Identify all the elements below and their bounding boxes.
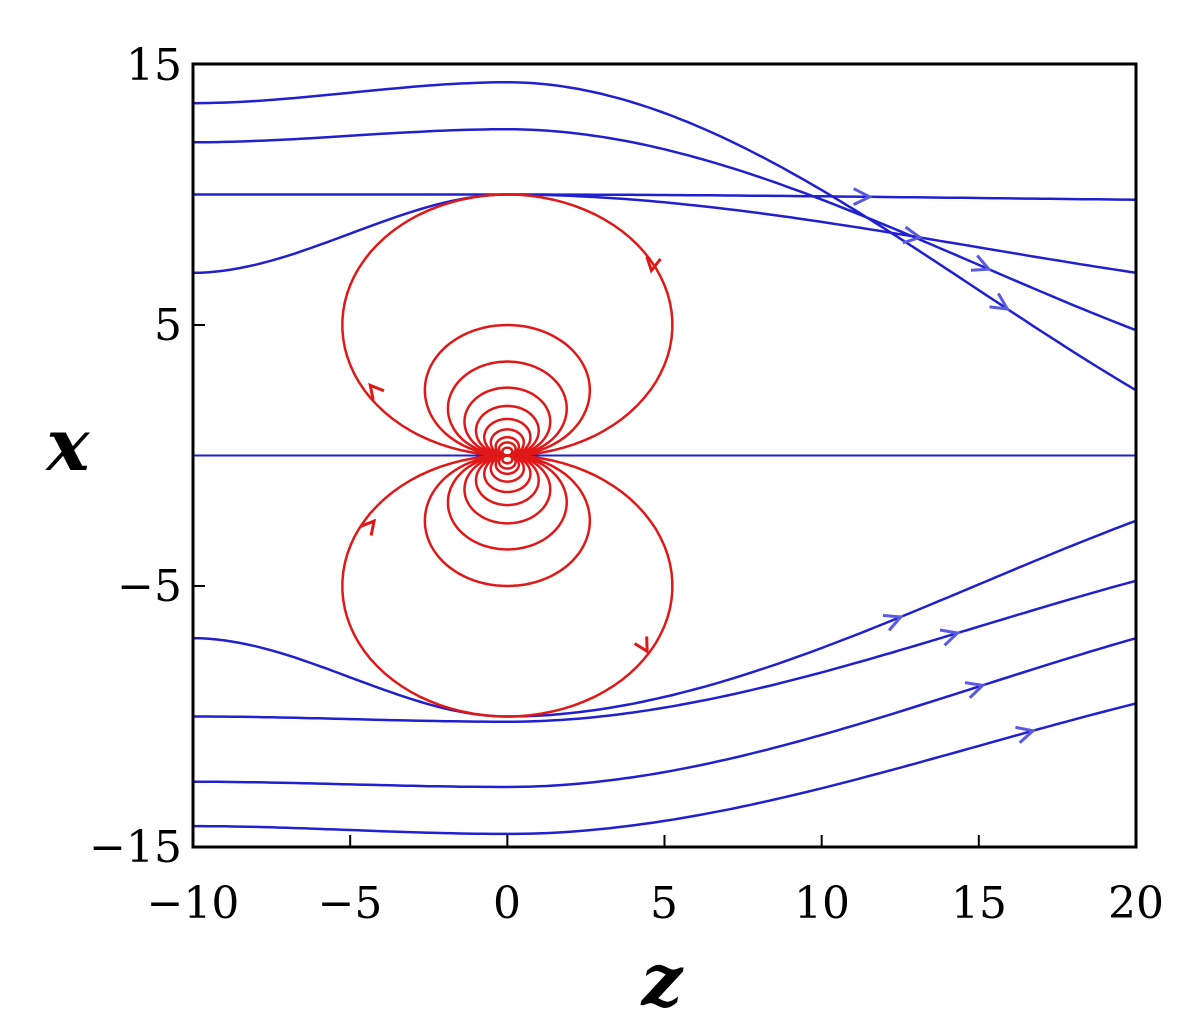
streamline <box>193 702 1136 836</box>
flow-arrow-head <box>970 254 992 272</box>
y-tick-label: −15 <box>89 822 182 873</box>
x-tick-label: −5 <box>318 878 383 929</box>
x-tick-label: 10 <box>794 878 850 929</box>
streamline <box>193 579 1136 723</box>
loop-arrow <box>368 382 385 401</box>
flow-arrow-head <box>989 292 1011 311</box>
x-axis-label: z <box>640 937 685 1022</box>
axis-ticks <box>192 63 1137 848</box>
inner-loops-layer <box>341 193 674 718</box>
streamline <box>193 636 1136 789</box>
streamline <box>193 128 1136 332</box>
y-tick-label: 15 <box>126 40 182 91</box>
y-tick-labels: −15 −5 5 15 <box>89 40 182 873</box>
flow-arrow-head <box>1015 725 1037 744</box>
streamline <box>193 193 1136 275</box>
flow-arrow <box>970 254 992 272</box>
flow-arrows-layer <box>359 187 1037 744</box>
flow-arrow <box>989 292 1011 311</box>
flow-arrow-head <box>882 614 904 632</box>
x-tick-label: 0 <box>493 878 521 929</box>
y-axis-label: x <box>45 402 91 487</box>
flow-arrow <box>939 628 961 647</box>
y-tick-label: 5 <box>154 300 182 351</box>
loop-arrow-head <box>359 518 377 536</box>
streamline <box>193 81 1136 392</box>
x-tick-label: −10 <box>147 878 240 929</box>
flow-arrow-head <box>852 187 874 207</box>
loop-arrow-head <box>368 382 385 401</box>
flow-arrow <box>852 187 874 207</box>
flow-arrow-head <box>902 225 924 245</box>
streamlines-layer <box>193 81 1136 836</box>
loop-arrow <box>359 518 377 536</box>
flow-arrow <box>902 225 924 245</box>
y-tick-label: −5 <box>117 561 182 612</box>
loop-arrow <box>645 256 662 274</box>
loop-arrow-head <box>645 256 662 274</box>
loop-arrow-head <box>633 636 649 654</box>
streamline <box>193 519 1136 718</box>
x-tick-label: 20 <box>1108 878 1164 929</box>
flow-arrow <box>964 681 986 699</box>
flow-arrow <box>882 614 904 632</box>
x-tick-label: 5 <box>650 878 678 929</box>
flow-arrow <box>1015 725 1037 744</box>
flow-arrow-head <box>964 681 986 699</box>
inner-loop <box>501 454 514 465</box>
flow-arrow-head <box>939 628 961 647</box>
streamline <box>193 193 1136 275</box>
x-tick-label: 15 <box>951 878 1007 929</box>
loop-arrow <box>633 636 649 654</box>
x-tick-labels: −10 −5 0 5 10 15 20 <box>147 878 1164 929</box>
